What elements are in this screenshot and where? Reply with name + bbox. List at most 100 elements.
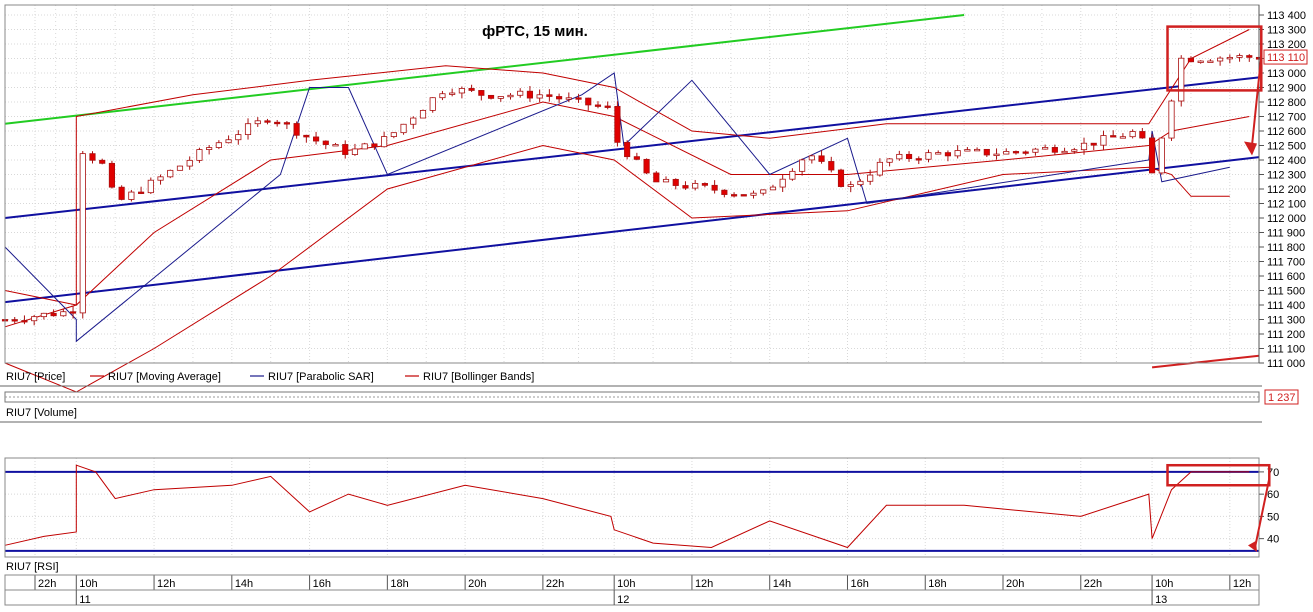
candle-body	[896, 153, 903, 160]
candle-body	[721, 189, 728, 195]
volume-legend: RIU7 [Volume]	[6, 407, 77, 419]
candle-body	[847, 184, 854, 187]
candle-body	[1003, 151, 1010, 155]
candle-body	[925, 152, 932, 160]
candle-body	[79, 153, 86, 314]
candle-body	[1178, 57, 1185, 102]
candle-body	[157, 176, 164, 181]
candle-body	[1100, 135, 1107, 146]
candle-body	[1236, 55, 1243, 58]
candle-body	[1217, 57, 1224, 62]
y-tick-label: 113 000	[1267, 68, 1306, 80]
candle-body	[886, 158, 893, 163]
bollinger-lower-line	[4, 144, 1230, 393]
time-tick-label: 14h	[235, 578, 253, 590]
candle-body	[789, 170, 796, 180]
candle-body	[312, 136, 320, 142]
candle-body	[867, 174, 874, 182]
y-tick-label: 111 600	[1267, 271, 1305, 283]
candle-body	[692, 183, 699, 189]
y-tick-label: 112 700	[1267, 112, 1306, 124]
candle-body	[1090, 142, 1097, 146]
candle-body	[1207, 60, 1214, 63]
y-tick-label: 111 800	[1267, 242, 1305, 254]
candle-body	[769, 186, 777, 191]
candle-body	[556, 96, 563, 100]
candle-body	[1129, 131, 1136, 138]
y-tick-label: 112 600	[1267, 126, 1306, 138]
legend-label: RIU7 [Bollinger Bands]	[423, 371, 534, 383]
candle-body	[682, 185, 689, 189]
candle-body	[750, 192, 757, 196]
time-tick-label: 16h	[850, 578, 868, 590]
rsi-arrow-head	[1248, 540, 1257, 552]
y-tick-label: 112 900	[1267, 83, 1306, 95]
candle-body	[1246, 55, 1253, 58]
candle-body	[69, 311, 77, 314]
candle-body	[176, 165, 184, 171]
candle-body	[672, 178, 679, 186]
candle-body	[283, 122, 290, 125]
y-tick-label: 112 100	[1267, 199, 1306, 211]
candle-body	[876, 161, 883, 176]
candle-body	[439, 93, 446, 99]
candle-body	[828, 161, 835, 171]
candle-body	[964, 149, 971, 152]
candle-body	[1022, 151, 1029, 154]
rsi-highlight-box	[1166, 463, 1271, 487]
candle-body	[604, 105, 611, 108]
time-tick-label: 18h	[390, 578, 408, 590]
candle-body	[468, 88, 475, 91]
time-tick-label: 22h	[1084, 578, 1102, 590]
rsi-arrow	[1254, 478, 1271, 548]
candle-body	[643, 158, 650, 174]
candle-body	[118, 186, 125, 200]
candle-body	[99, 159, 106, 164]
candle-body	[633, 156, 640, 160]
candle-body	[89, 153, 96, 161]
rsi-tick-label: 60	[1267, 489, 1279, 501]
time-tick-label: 18h	[928, 578, 946, 590]
candle-body	[478, 90, 485, 96]
candle-body	[837, 169, 845, 187]
candle-body	[342, 144, 349, 155]
candle-body	[1061, 150, 1068, 154]
candle-body	[701, 183, 708, 186]
candle-body	[361, 143, 368, 150]
candle-body	[429, 97, 436, 111]
price-arrow	[1251, 55, 1263, 146]
candle-body	[244, 123, 252, 136]
rsi-panel-frame	[4, 457, 1260, 558]
candle-body	[21, 320, 28, 323]
candle-body	[575, 97, 582, 100]
candle-body	[935, 152, 942, 155]
candle-body	[624, 141, 631, 158]
candle-body	[857, 180, 864, 186]
time-tick-label: 12h	[695, 578, 713, 590]
candle-body	[322, 140, 329, 145]
candle-body	[1012, 151, 1020, 154]
y-tick-label: 112 300	[1267, 170, 1306, 182]
time-tick-label: 20h	[1006, 578, 1024, 590]
candle-body	[147, 179, 154, 194]
price-arrow-head	[1244, 141, 1257, 156]
y-tick-label: 111 500	[1267, 286, 1305, 298]
candle-body	[196, 149, 203, 161]
candle-body	[458, 88, 465, 94]
time-tick-label: 22h	[546, 578, 564, 590]
y-tick-label: 113 200	[1267, 39, 1306, 51]
y-tick-label: 113 300	[1267, 25, 1306, 37]
candle-body	[381, 136, 388, 148]
y-tick-label: 111 000	[1267, 358, 1305, 370]
trend-line-red	[1151, 354, 1260, 369]
candle-body	[565, 97, 572, 100]
y-tick-label: 112 800	[1267, 97, 1306, 109]
time-tick-label: 10h	[617, 578, 635, 590]
y-tick-label: 111 100	[1267, 344, 1305, 356]
candle-body	[818, 155, 825, 162]
y-tick-label: 112 400	[1267, 155, 1306, 167]
candle-body	[186, 159, 193, 167]
candle-body	[40, 312, 47, 318]
candle-body	[254, 120, 261, 125]
candle-body	[419, 109, 427, 119]
